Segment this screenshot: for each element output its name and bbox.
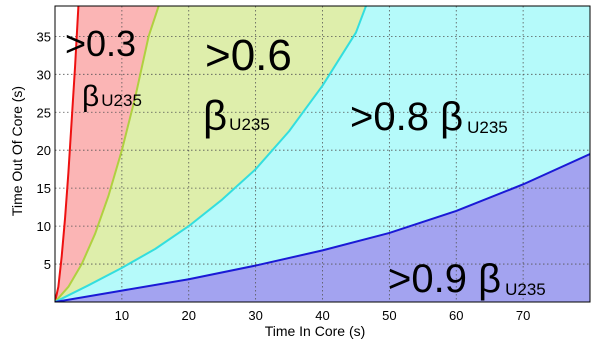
region-label-08: >0.8 β U235 <box>350 95 508 139</box>
region-label-03-beta: β <box>82 80 99 113</box>
plot-frame <box>54 5 591 303</box>
y-tick-labels: 5 10 15 20 25 30 35 <box>37 29 51 272</box>
y-tick-label: 20 <box>37 143 51 158</box>
region-fill-3 <box>55 154 590 302</box>
region-label-06-beta: β <box>203 92 227 139</box>
grid <box>55 6 590 302</box>
region-label-03-main: >0.3 <box>65 23 136 64</box>
y-axis-label: Time Out Of Core (s) <box>9 86 25 216</box>
region-label-06: >0.6 β U235 <box>203 31 292 139</box>
region-label-06-sub: U235 <box>229 115 270 134</box>
y-tick-label: 15 <box>37 181 51 196</box>
x-tick-label: 20 <box>182 308 196 323</box>
region-label-09-sub: U235 <box>505 280 546 299</box>
region-label-03: >0.3 β U235 <box>65 23 142 113</box>
region-label-03-sub: U235 <box>101 91 142 110</box>
region-label-09: >0.9 β U235 <box>388 257 546 301</box>
svg-text:>0.6: >0.6 <box>205 31 292 80</box>
region-label-09-main: >0.9 β <box>388 257 501 301</box>
x-tick-label: 70 <box>516 308 530 323</box>
x-axis-label: Time In Core (s) <box>265 323 366 339</box>
x-tick-label: 50 <box>382 308 396 323</box>
y-tick-label: 25 <box>37 105 51 120</box>
x-tick-label: 40 <box>315 308 329 323</box>
boundary-curves <box>55 6 590 302</box>
y-tick-label: 35 <box>37 29 51 44</box>
series-line-1 <box>55 6 160 302</box>
y-tick-label: 10 <box>37 219 51 234</box>
x-tick-label: 10 <box>115 308 129 323</box>
series-line-3 <box>55 153 590 302</box>
x-tick-labels: 10 20 30 40 50 60 70 <box>115 308 531 323</box>
svg-text:>0.3: >0.3 <box>65 23 136 64</box>
region-label-08-sub: U235 <box>467 118 508 137</box>
region-label-08-main: >0.8 β <box>350 95 463 139</box>
x-tick-label: 30 <box>248 308 262 323</box>
series-line-0 <box>55 6 80 302</box>
series-line-2 <box>55 6 367 302</box>
y-tick-label: 30 <box>37 67 51 82</box>
y-tick-label: 5 <box>44 257 51 272</box>
x-tick-label: 60 <box>449 308 463 323</box>
region-label-06-main: >0.6 <box>205 31 292 80</box>
